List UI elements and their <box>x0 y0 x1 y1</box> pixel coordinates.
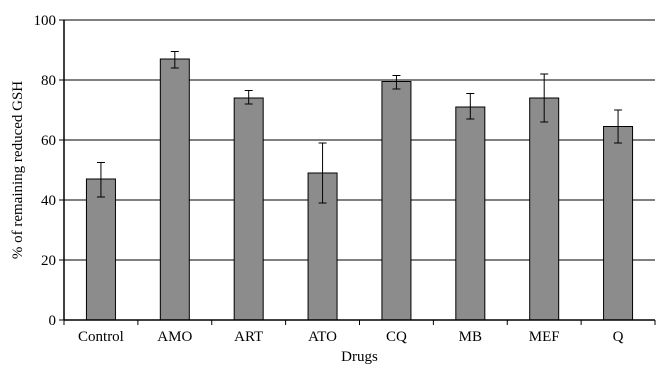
x-tick-label: ART <box>234 329 263 345</box>
error-bars <box>96 51 623 204</box>
error-bar-amo <box>170 51 179 69</box>
error-bar-q <box>614 109 623 144</box>
y-tick-label: 100 <box>34 13 57 29</box>
y-tick-label: 20 <box>41 253 56 269</box>
bars <box>85 58 634 321</box>
error-bar-art <box>244 90 253 105</box>
y-tick-label: 0 <box>49 313 57 329</box>
y-axis-title: % of remaining reduced GSH <box>10 81 26 259</box>
y-tick-label: 40 <box>41 193 56 209</box>
x-tick-label: CQ <box>386 329 407 345</box>
error-bar-control <box>96 162 105 198</box>
bar-control <box>85 178 116 321</box>
x-tick-label: AMO <box>157 329 192 345</box>
x-tick-labels: Control AMO ART ATO CQ MB MEF Q <box>63 320 656 345</box>
x-tick-label: MB <box>459 329 482 345</box>
x-tick-label: Control <box>78 329 124 345</box>
x-tick-label: ATO <box>308 329 337 345</box>
x-axis-title: Drugs <box>341 349 378 365</box>
error-bar-mef <box>540 73 549 123</box>
x-tick-label: MEF <box>529 329 560 345</box>
error-bar-mb <box>466 93 475 120</box>
error-bar-ato <box>318 142 327 204</box>
bar-mef <box>529 97 560 321</box>
bar-q <box>603 126 634 321</box>
y-tick-label: 60 <box>41 133 56 149</box>
y-tick-label: 80 <box>41 73 56 89</box>
bar-cq <box>381 81 412 321</box>
error-bar-cq <box>392 75 401 90</box>
bar-art <box>233 97 264 321</box>
x-tick-label: Q <box>613 329 624 345</box>
bar-mb <box>455 106 486 321</box>
gridlines <box>59 19 655 321</box>
bar-amo <box>159 58 190 321</box>
y-tick-labels: 0 20 40 60 80 100 <box>34 13 57 329</box>
